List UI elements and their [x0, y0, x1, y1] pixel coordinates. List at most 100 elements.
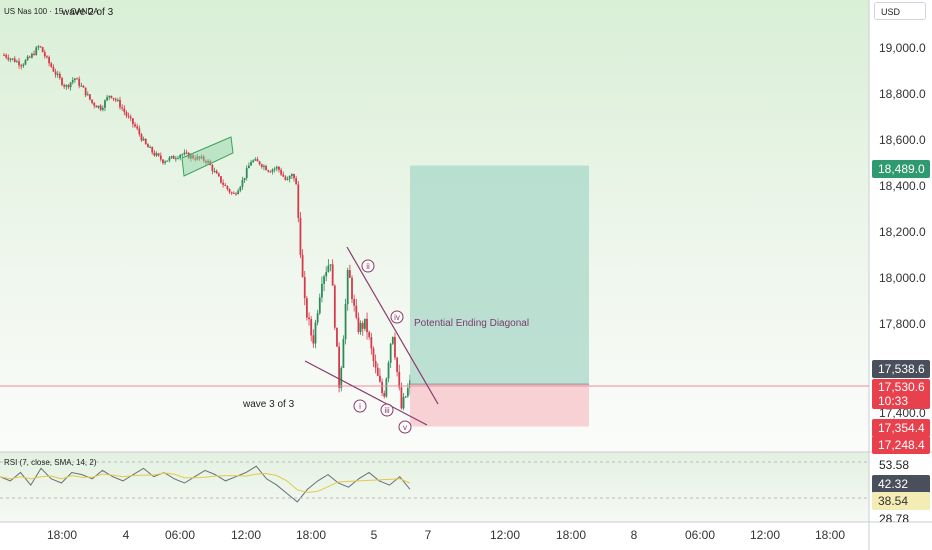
wave-marker-label: iii — [384, 406, 390, 415]
price-tick-label: 17,800.0 — [879, 317, 926, 331]
candle-body — [389, 343, 392, 363]
candle-body — [284, 176, 287, 180]
candle-body — [391, 336, 394, 344]
wave-marker-label: v — [403, 423, 407, 432]
candle-body — [185, 152, 188, 154]
wave-2-label: wave 2 of 3 — [62, 7, 114, 18]
candle-body — [3, 54, 5, 56]
candle-body — [269, 171, 272, 173]
candle-body — [280, 169, 283, 175]
candle-body — [260, 164, 263, 167]
candle-body — [329, 264, 332, 266]
rsi-sma-line — [0, 472, 411, 493]
candle-body — [69, 82, 72, 88]
candle-body — [217, 173, 220, 177]
time-tick-label: 12:00 — [489, 528, 521, 542]
wave-marker-label: i — [359, 402, 361, 411]
candle-body — [78, 78, 81, 86]
price-tick-label: 18,000.0 — [879, 271, 926, 285]
price-tick-label: 18,800.0 — [879, 87, 926, 101]
candle-body — [108, 95, 111, 98]
candle-body — [222, 182, 225, 185]
wave-3-label: wave 3 of 3 — [243, 399, 295, 410]
candle-body — [340, 367, 343, 388]
symbol-title[interactable]: US Nas 100 · 15 · OANDA — [4, 7, 99, 16]
candle-body — [305, 298, 308, 318]
candle-body — [56, 73, 59, 75]
candle-body — [400, 387, 403, 409]
candle-body — [183, 152, 186, 155]
rsi-tick-bottom: 28.78 — [879, 512, 910, 522]
wave-marker-label: ii — [366, 262, 370, 271]
candle-body — [33, 53, 35, 55]
candle-body — [318, 297, 321, 314]
candle-body — [13, 58, 16, 63]
candle-body — [198, 156, 201, 159]
candle-body — [353, 299, 356, 306]
candle-body — [258, 161, 261, 165]
diagonal-upper-line — [346, 246, 439, 405]
candle-body — [9, 58, 12, 60]
candle-body — [396, 357, 399, 372]
candle-body — [355, 305, 358, 318]
candle-body — [265, 165, 267, 171]
candle-body — [196, 156, 199, 160]
candle-body — [286, 178, 289, 180]
currency-selector[interactable]: USD — [874, 2, 926, 20]
candle-body — [288, 175, 291, 179]
candle-body — [314, 322, 317, 344]
candle-body — [230, 192, 233, 194]
time-tick-label: 8 — [630, 528, 638, 542]
candle-body — [168, 157, 171, 161]
candle-body — [379, 375, 381, 382]
candle-body — [333, 285, 336, 328]
candle-body — [376, 367, 379, 376]
candle-body — [293, 173, 295, 179]
stop-zone — [410, 384, 589, 427]
candle-body — [366, 318, 368, 333]
candle-body — [192, 155, 194, 159]
entry-price-tag: 17,538.6 — [872, 360, 930, 378]
candle-body — [20, 65, 23, 67]
candle-body — [116, 99, 119, 101]
candle-body — [374, 360, 377, 368]
candle-body — [275, 166, 278, 169]
candle-body — [155, 153, 158, 156]
current-price-value: 17,530.6 — [878, 380, 925, 394]
candle-body — [31, 53, 33, 58]
candle-body — [46, 56, 48, 58]
candle-body — [65, 85, 68, 87]
candle-body — [228, 189, 231, 193]
candle-body — [89, 94, 91, 100]
candle-body — [220, 176, 222, 183]
candle-body — [54, 71, 57, 75]
candle-body — [194, 158, 197, 160]
candle-body — [404, 396, 407, 398]
rsi-value-tag: 42.32 — [872, 475, 930, 493]
price-tick-label: 18,200.0 — [879, 225, 926, 239]
candle-body — [170, 156, 173, 158]
candle-body — [110, 95, 113, 98]
candle-body — [84, 87, 87, 96]
candle-body — [142, 138, 145, 141]
current-price-tag: 17,530.6 10:33 — [872, 379, 930, 409]
candle-body — [312, 335, 315, 344]
target-zone — [410, 165, 589, 385]
candle-body — [76, 78, 78, 80]
candle-body — [310, 319, 313, 336]
candle-body — [138, 128, 141, 135]
candle-body — [112, 97, 115, 99]
rsi-title[interactable]: RSI (7, close, SMA, 14, 2) — [4, 458, 97, 467]
time-tick-label: 18:00 — [814, 528, 846, 542]
candle-body — [250, 162, 252, 166]
stop-price-tag: 17,354.4 — [872, 419, 930, 437]
candle-body — [344, 304, 347, 340]
candle-body — [273, 168, 276, 170]
candle-body — [11, 58, 14, 60]
time-tick-label: 18:00 — [46, 528, 78, 542]
time-tick-label: 06:00 — [684, 528, 716, 542]
candle-body — [200, 156, 203, 159]
candle-body — [271, 169, 274, 172]
candle-body — [114, 98, 117, 101]
